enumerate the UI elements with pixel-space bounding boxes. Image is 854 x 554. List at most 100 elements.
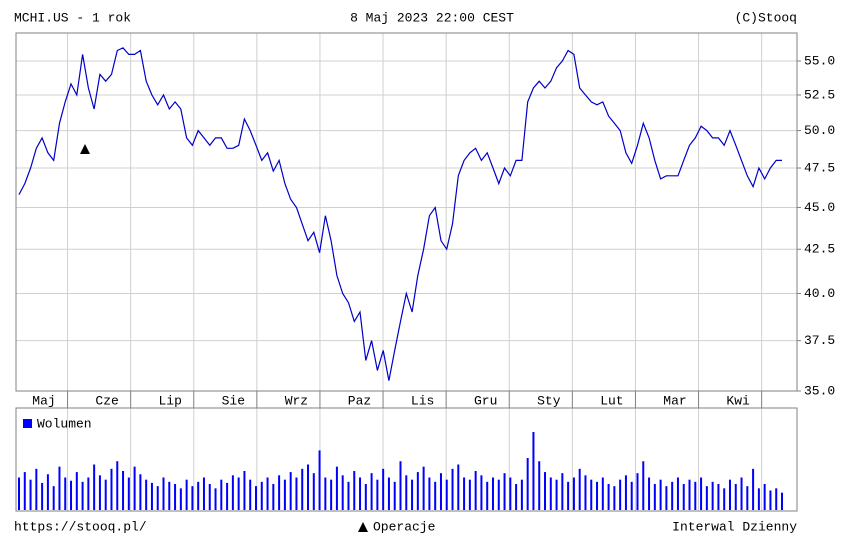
volume-bar xyxy=(283,479,286,510)
y-tick-label: 47.5 xyxy=(804,160,835,175)
volume-bar xyxy=(110,468,113,510)
volume-bar xyxy=(763,484,766,510)
volume-bar xyxy=(503,473,506,510)
volume-bar xyxy=(619,479,622,510)
volume-bar xyxy=(104,479,107,510)
y-tick-label: 40.0 xyxy=(804,286,835,301)
volume-bar xyxy=(133,466,136,510)
volume-bar xyxy=(648,477,651,510)
volume-bar xyxy=(18,477,20,510)
volume-bar xyxy=(87,477,90,510)
volume-bar xyxy=(93,464,96,510)
volume-bar xyxy=(376,479,379,510)
x-tick-label: Lip xyxy=(158,393,181,408)
volume-bar xyxy=(509,477,512,510)
volume-bar xyxy=(486,481,489,510)
volume-bar xyxy=(46,474,49,510)
volume-bar xyxy=(416,472,419,510)
volume-bar xyxy=(439,473,442,510)
footer-interval: Interwal Dzienny xyxy=(672,519,797,534)
volume-bar xyxy=(202,477,205,510)
volume-bar xyxy=(335,466,338,510)
volume-bar xyxy=(359,477,362,510)
volume-bar xyxy=(399,461,402,510)
volume-bar xyxy=(231,475,234,510)
volume-bar xyxy=(757,488,760,510)
volume-bar xyxy=(515,484,518,510)
volume-bar xyxy=(23,472,26,510)
volume-bar xyxy=(769,490,772,510)
footer-operations: Operacje xyxy=(373,519,435,534)
volume-bar xyxy=(191,486,194,510)
x-tick-label: Lis xyxy=(411,393,434,408)
volume-bar xyxy=(35,468,38,510)
volume-bar xyxy=(324,477,327,510)
volume-bar xyxy=(497,479,500,510)
volume-bar xyxy=(642,461,645,510)
volume-bar xyxy=(468,479,471,510)
y-tick-label: 42.5 xyxy=(804,242,835,257)
volume-bar xyxy=(734,484,737,510)
volume-bar xyxy=(682,484,685,510)
volume-bar xyxy=(549,477,552,510)
operation-marker xyxy=(80,144,90,154)
volume-bar xyxy=(174,484,177,510)
volume-bar xyxy=(116,461,119,510)
volume-bar xyxy=(364,484,367,510)
volume-bar xyxy=(81,481,84,510)
volume-bar xyxy=(463,477,466,510)
volume-bar xyxy=(208,484,211,510)
y-tick-label: 52.5 xyxy=(804,87,835,102)
volume-bar xyxy=(705,486,708,510)
x-tick-label: Mar xyxy=(663,393,686,408)
volume-bar xyxy=(572,477,575,510)
volume-bar xyxy=(249,479,252,510)
volume-bar xyxy=(347,481,350,510)
volume-bar xyxy=(665,486,668,510)
volume-bar xyxy=(254,486,257,510)
volume-bar xyxy=(775,488,778,510)
volume-bar xyxy=(52,486,55,510)
source: (C)Stooq xyxy=(735,10,797,25)
volume-bar xyxy=(601,477,604,510)
volume-bar xyxy=(237,477,240,510)
volume-bar xyxy=(145,479,148,510)
volume-bar xyxy=(220,479,223,510)
y-tick-label: 37.5 xyxy=(804,333,835,348)
volume-bar xyxy=(387,477,390,510)
volume-bar xyxy=(676,477,679,510)
volume-bar xyxy=(150,482,153,510)
volume-bar xyxy=(393,481,396,510)
volume-bar xyxy=(781,492,783,510)
volume-bar xyxy=(139,474,142,510)
volume-bar xyxy=(451,468,454,510)
volume-bar xyxy=(520,479,523,510)
volume-bar xyxy=(752,468,755,510)
volume-bar xyxy=(301,468,304,510)
volume-bar xyxy=(295,477,298,510)
volume-bar xyxy=(41,482,44,510)
operation-icon xyxy=(358,522,368,532)
footer-link: https://stooq.pl/ xyxy=(14,519,147,534)
x-tick-label: Gru xyxy=(474,393,497,408)
volume-bar xyxy=(613,486,616,510)
volume-bar xyxy=(578,468,581,510)
volume-bar xyxy=(260,481,263,510)
legend-swatch xyxy=(23,419,32,428)
volume-bar xyxy=(98,475,101,510)
volume-bar xyxy=(688,479,691,510)
volume-bar xyxy=(289,472,292,510)
x-tick-label: Sie xyxy=(222,393,245,408)
volume-bar xyxy=(474,471,477,510)
volume-bar xyxy=(185,479,188,510)
volume-bar xyxy=(272,484,275,510)
plot-frame xyxy=(15,32,798,392)
volume-bar xyxy=(179,488,182,510)
volume-bar xyxy=(457,464,460,510)
volume-bar xyxy=(659,479,662,510)
volume-bar xyxy=(694,481,697,510)
volume-bar xyxy=(434,481,437,510)
x-tick-label: Cze xyxy=(95,393,118,408)
chart-subtitle: 8 Maj 2023 22:00 CEST xyxy=(350,10,514,25)
